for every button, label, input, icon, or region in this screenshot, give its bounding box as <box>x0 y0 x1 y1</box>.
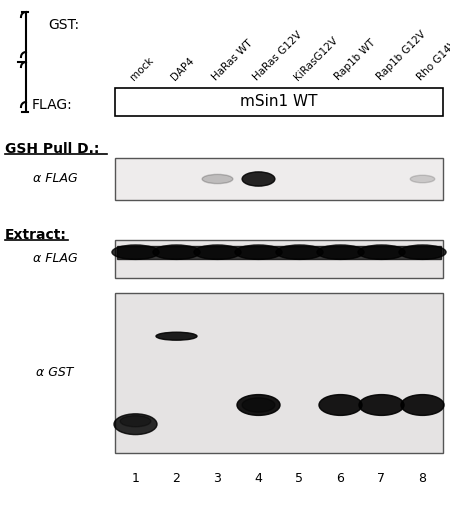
Text: KiRasG12V: KiRasG12V <box>292 35 340 82</box>
Text: 5: 5 <box>296 472 303 485</box>
Text: GSH Pull D.:: GSH Pull D.: <box>5 142 99 156</box>
Ellipse shape <box>401 394 444 415</box>
Ellipse shape <box>237 394 280 415</box>
Text: α GST: α GST <box>36 367 74 379</box>
Ellipse shape <box>235 245 282 260</box>
Text: HaRas WT: HaRas WT <box>211 38 255 82</box>
Ellipse shape <box>194 245 241 260</box>
Text: 4: 4 <box>255 472 262 485</box>
Bar <box>115 88 443 116</box>
Text: HaRas G12V: HaRas G12V <box>252 29 304 82</box>
Text: 1: 1 <box>131 472 140 485</box>
Bar <box>115 240 443 278</box>
Ellipse shape <box>399 245 446 260</box>
Text: DAP4: DAP4 <box>170 55 196 82</box>
Bar <box>117 246 441 260</box>
Ellipse shape <box>120 416 151 427</box>
Ellipse shape <box>358 245 405 260</box>
Text: mSin1 WT: mSin1 WT <box>240 95 318 110</box>
Ellipse shape <box>317 245 364 260</box>
Text: Rap1b G12V: Rap1b G12V <box>374 29 428 82</box>
Ellipse shape <box>202 174 233 184</box>
Ellipse shape <box>359 394 404 415</box>
Text: 6: 6 <box>337 472 344 485</box>
Ellipse shape <box>276 245 323 260</box>
Text: mock: mock <box>128 55 156 82</box>
Ellipse shape <box>114 414 157 435</box>
Bar <box>115 158 443 200</box>
Text: α FLAG: α FLAG <box>33 173 77 186</box>
Text: 3: 3 <box>214 472 221 485</box>
Ellipse shape <box>153 245 200 260</box>
Text: 8: 8 <box>418 472 427 485</box>
Ellipse shape <box>242 398 275 412</box>
Ellipse shape <box>156 332 197 340</box>
Text: Rap1b WT: Rap1b WT <box>333 38 378 82</box>
Text: Rho G14V: Rho G14V <box>415 38 450 82</box>
Text: GST:: GST: <box>48 18 79 32</box>
Text: α FLAG: α FLAG <box>33 252 77 266</box>
Ellipse shape <box>112 245 159 260</box>
Text: 2: 2 <box>172 472 180 485</box>
Text: FLAG:: FLAG: <box>32 98 73 112</box>
Text: 7: 7 <box>378 472 386 485</box>
Ellipse shape <box>242 172 275 186</box>
Text: Extract:: Extract: <box>5 228 67 242</box>
Bar <box>115 293 443 453</box>
Ellipse shape <box>410 175 435 183</box>
Ellipse shape <box>319 394 362 415</box>
